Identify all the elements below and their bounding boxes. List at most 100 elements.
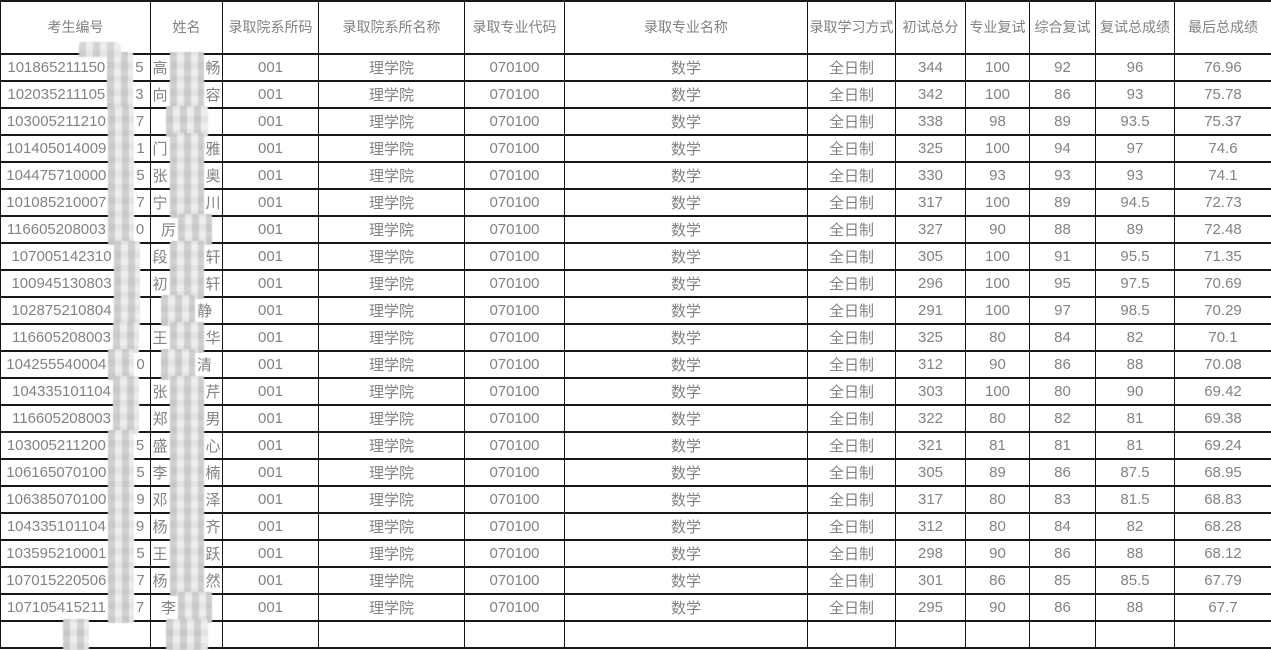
exam-id-prefix: 104335101104 [12, 383, 111, 400]
cell-dept-code: 001 [223, 81, 319, 108]
cell-dept-name: 理学院 [319, 108, 465, 135]
name-last-char: 轩 [206, 246, 221, 267]
cell-exam-id: 107005142310 [1, 243, 151, 270]
cell-major-name: 数学 [565, 540, 808, 567]
cell-dept-name: 理学院 [319, 540, 465, 567]
cell-exam-id [1, 621, 151, 648]
cell-final-total: 67.7 [1175, 594, 1271, 621]
cell-initial-total: 295 [896, 594, 966, 621]
exam-id-suffix: 9 [136, 491, 144, 508]
exam-id-prefix: 103595210001 [6, 545, 106, 562]
col-header-comprehensive-retest: 综合复试 [1030, 1, 1096, 54]
cell-major-code: 070100 [465, 378, 565, 405]
exam-id-prefix: 106385070100 [6, 491, 106, 508]
cell-retest-total [1096, 621, 1175, 648]
cell-major-code: 070100 [465, 405, 565, 432]
name-first-char: 厉 [161, 219, 176, 240]
cell-study-mode: 全日制 [808, 351, 896, 378]
name-last-char: 齐 [206, 516, 221, 537]
cell-initial-total: 342 [896, 81, 966, 108]
cell-name [151, 621, 223, 648]
cell-initial-total: 338 [896, 108, 966, 135]
cell-study-mode: 全日制 [808, 108, 896, 135]
name-first-char: 郑 [152, 408, 167, 429]
cell-study-mode: 全日制 [808, 189, 896, 216]
cell-major-name [565, 621, 808, 648]
cell-initial-total: 325 [896, 135, 966, 162]
col-header-major-retest: 专业复试 [966, 1, 1030, 54]
cell-retest-total: 95.5 [1096, 243, 1175, 270]
name-last-char: 静 [197, 300, 212, 321]
cell-dept-name: 理学院 [319, 378, 465, 405]
cell-initial-total: 344 [896, 54, 966, 81]
cell-major-code: 070100 [465, 297, 565, 324]
cell-dept-name: 理学院 [319, 351, 465, 378]
cell-retest-total: 89 [1096, 216, 1175, 243]
cell-study-mode: 全日制 [808, 81, 896, 108]
cell-comprehensive-retest: 89 [1030, 189, 1096, 216]
exam-id-prefix: 103005211210 [7, 113, 106, 130]
cell-major-name: 数学 [565, 162, 808, 189]
cell-major-retest: 93 [966, 162, 1030, 189]
cell-retest-total: 90 [1096, 378, 1175, 405]
cell-initial-total: 317 [896, 189, 966, 216]
cell-major-code: 070100 [465, 486, 565, 513]
col-header-name: 姓名 [151, 1, 223, 54]
name-first-char: 王 [152, 327, 167, 348]
redaction-smudge-header [79, 42, 121, 57]
cell-major-code: 070100 [465, 54, 565, 81]
cell-major-code: 070100 [465, 243, 565, 270]
cell-dept-name: 理学院 [319, 594, 465, 621]
name-first-char: 张 [152, 381, 167, 402]
cell-major-name: 数学 [565, 324, 808, 351]
table-header-row: 考生编号 姓名 录取院系所码 录取院系所名称 录取专业代码 录取专业名称 录取学… [1, 1, 1271, 54]
cell-major-name: 数学 [565, 297, 808, 324]
cell-name: 静 [151, 297, 223, 324]
cell-major-retest: 100 [966, 54, 1030, 81]
cell-comprehensive-retest: 86 [1030, 351, 1096, 378]
col-header-major-name: 录取专业名称 [565, 1, 808, 54]
cell-comprehensive-retest [1030, 621, 1096, 648]
cell-major-retest: 90 [966, 216, 1030, 243]
cell-major-retest: 81 [966, 432, 1030, 459]
cell-major-code: 070100 [465, 432, 565, 459]
cell-major-code: 070100 [465, 189, 565, 216]
cell-final-total: 69.24 [1175, 432, 1271, 459]
cell-final-total: 72.73 [1175, 189, 1271, 216]
cell-name: 门雅 [151, 135, 223, 162]
cell-name: 初轩 [151, 270, 223, 297]
cell-study-mode: 全日制 [808, 54, 896, 81]
cell-dept-code: 001 [223, 108, 319, 135]
cell-name: 宁川 [151, 189, 223, 216]
cell-retest-total: 93 [1096, 162, 1175, 189]
cell-major-name: 数学 [565, 486, 808, 513]
name-first-char: 门 [152, 138, 167, 159]
cell-name: 王华 [151, 324, 223, 351]
cell-major-code: 070100 [465, 270, 565, 297]
cell-major-name: 数学 [565, 216, 808, 243]
cell-retest-total: 98.5 [1096, 297, 1175, 324]
cell-comprehensive-retest: 85 [1030, 567, 1096, 594]
cell-name: 张芹 [151, 378, 223, 405]
cell-initial-total: 303 [896, 378, 966, 405]
cell-major-code [465, 621, 565, 648]
cell-comprehensive-retest: 80 [1030, 378, 1096, 405]
cell-study-mode: 全日制 [808, 567, 896, 594]
cell-comprehensive-retest: 93 [1030, 162, 1096, 189]
cell-retest-total: 87.5 [1096, 459, 1175, 486]
cell-major-name: 数学 [565, 567, 808, 594]
exam-id-prefix: 116605208003 [7, 221, 106, 238]
